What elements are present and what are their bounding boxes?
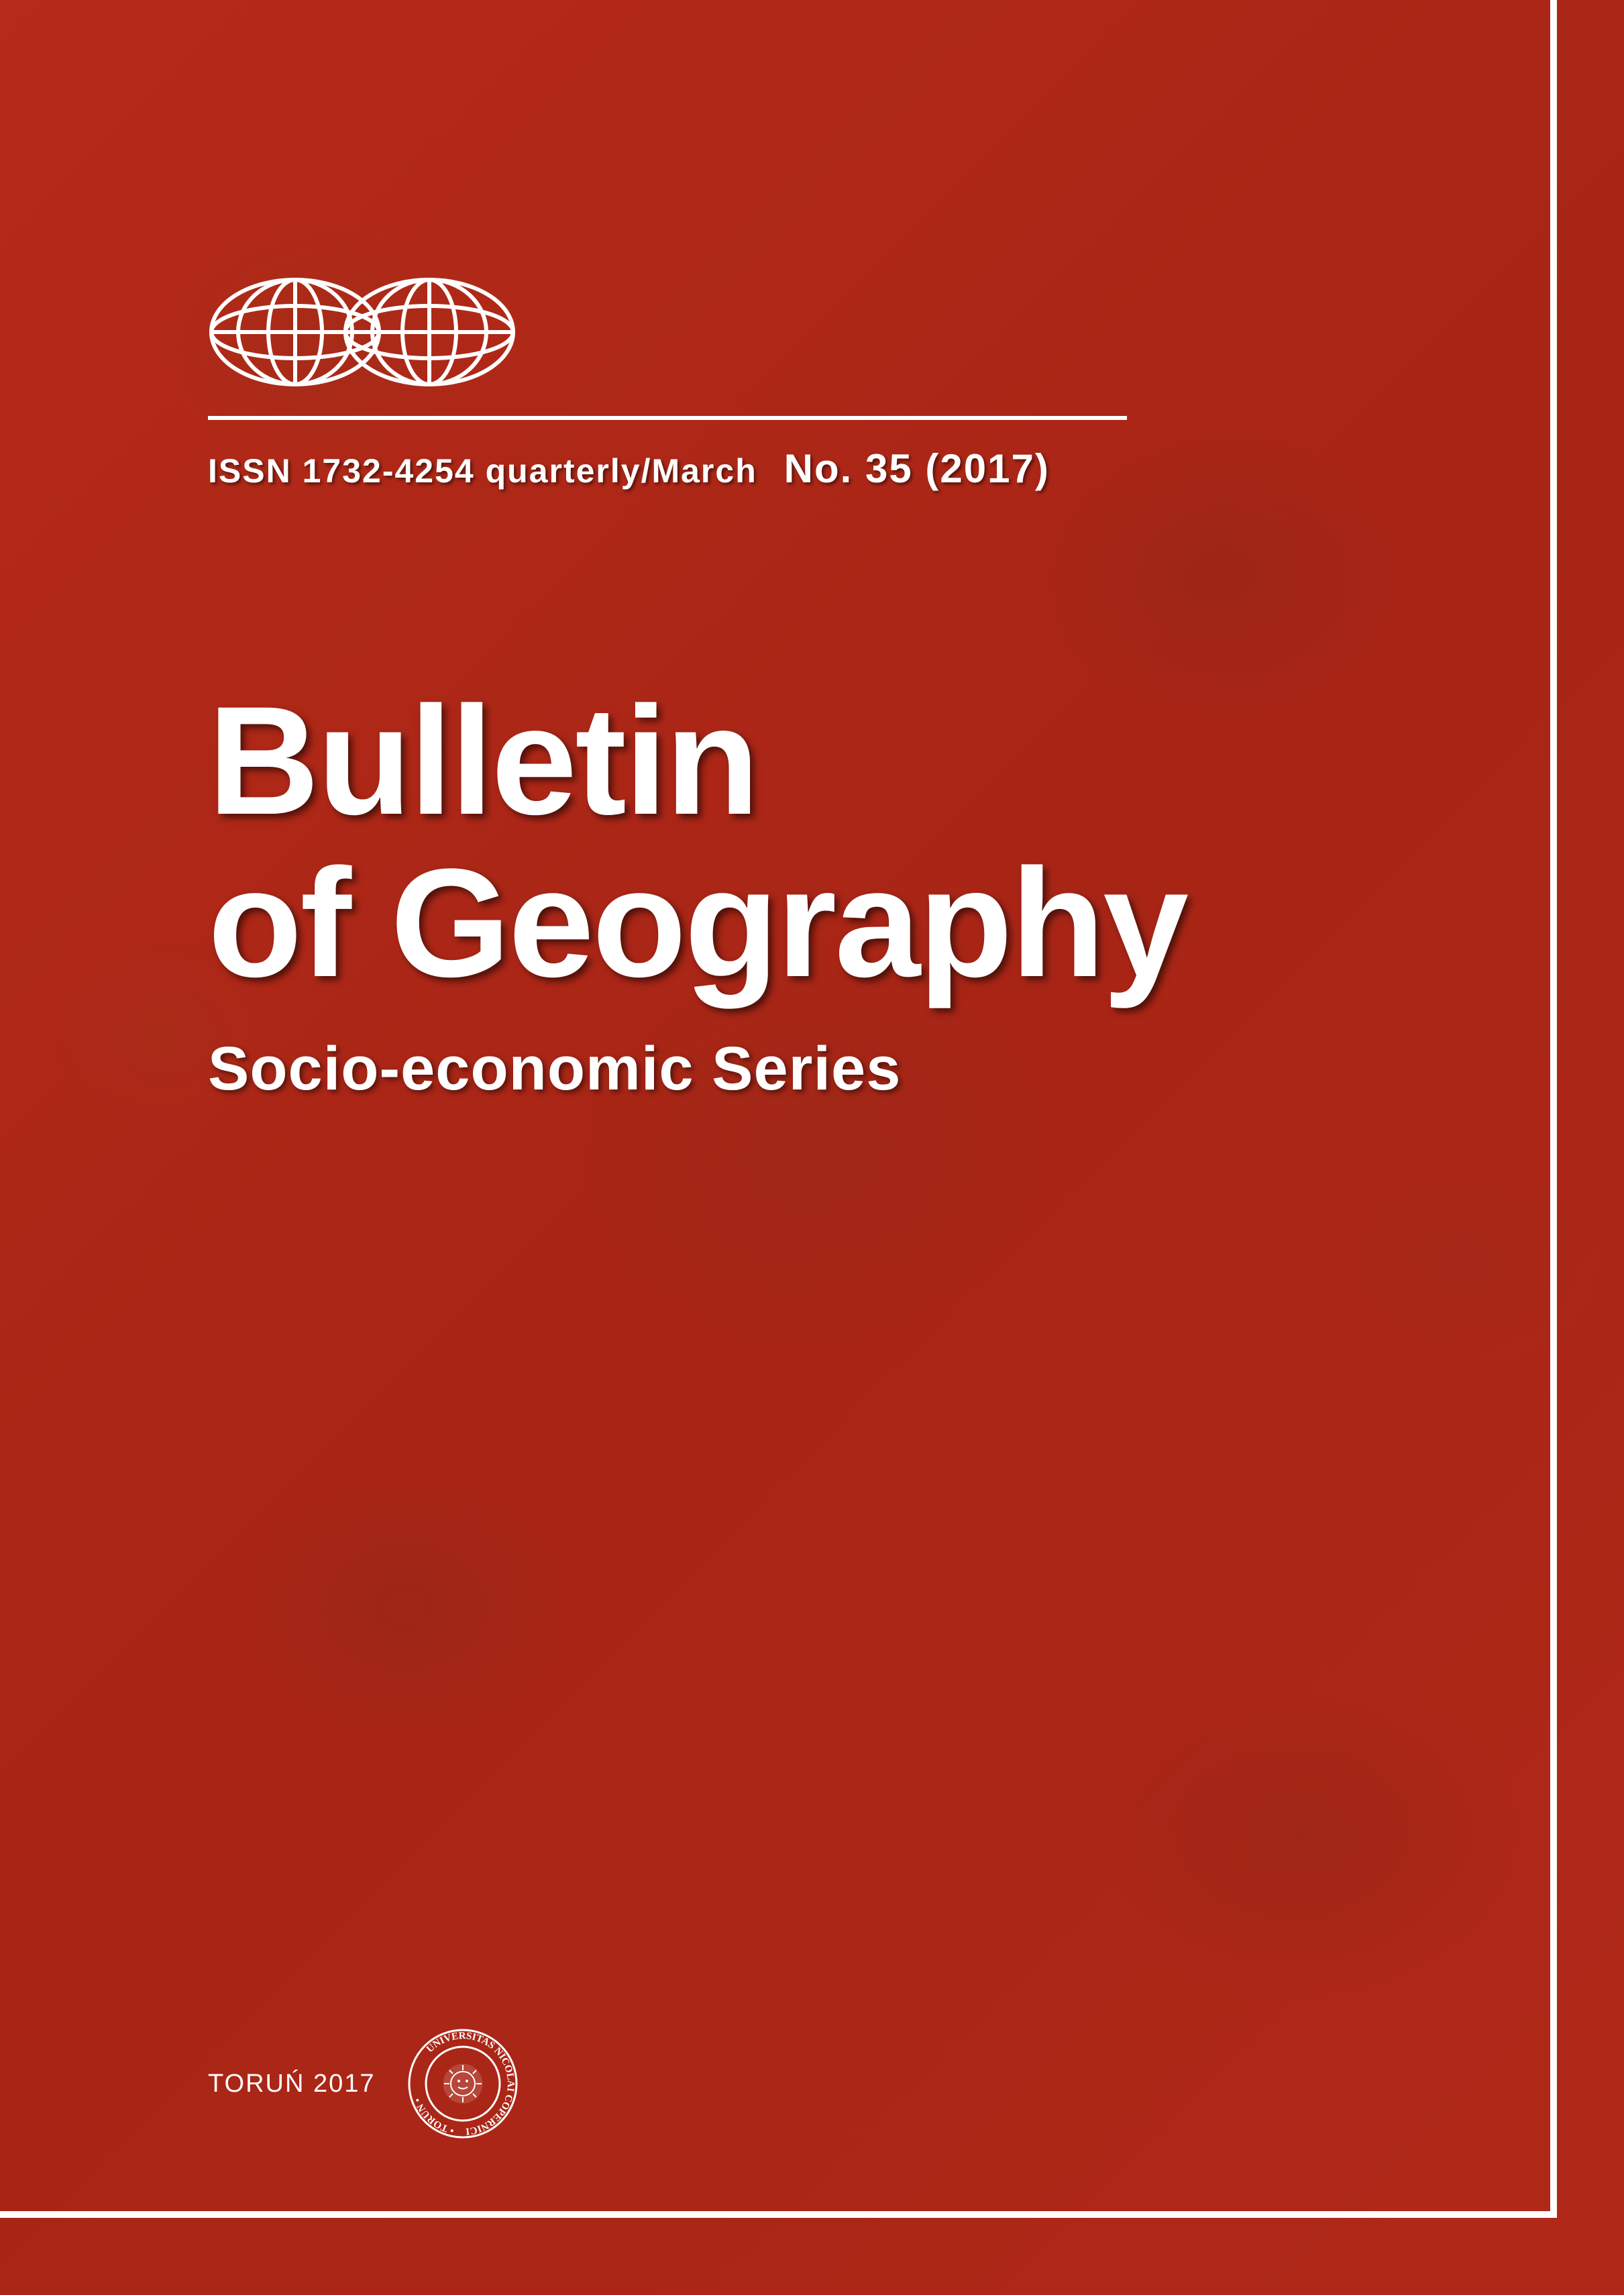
issn-line: ISSN 1732-4254 quarterly/March No. 35 (2… [208,445,1187,492]
issue-number: No. 35 (2017) [784,446,1050,491]
journal-title: Bulletin of Geography [208,680,1187,1004]
globes-logo [208,275,1187,389]
cover-footer: TORUŃ 2017 [208,2027,520,2141]
cover-content: ISSN 1732-4254 quarterly/March No. 35 (2… [208,275,1187,1104]
university-seal: UNIVERSITAS NICOLAI COPERNICI • TORUŃ • [406,2027,520,2141]
frequency-text: quarterly/March [486,452,757,490]
header-divider [208,416,1127,420]
footer-city-year: TORUŃ 2017 [208,2070,376,2098]
globes-icon [208,275,517,389]
title-line-1: Bulletin [208,680,1187,842]
issn-text: ISSN 1732-4254 [208,452,475,490]
seal-icon: UNIVERSITAS NICOLAI COPERNICI • TORUŃ • [406,2027,520,2141]
title-line-2: of Geography [208,842,1187,1004]
journal-subtitle: Socio-economic Series [208,1034,1187,1104]
